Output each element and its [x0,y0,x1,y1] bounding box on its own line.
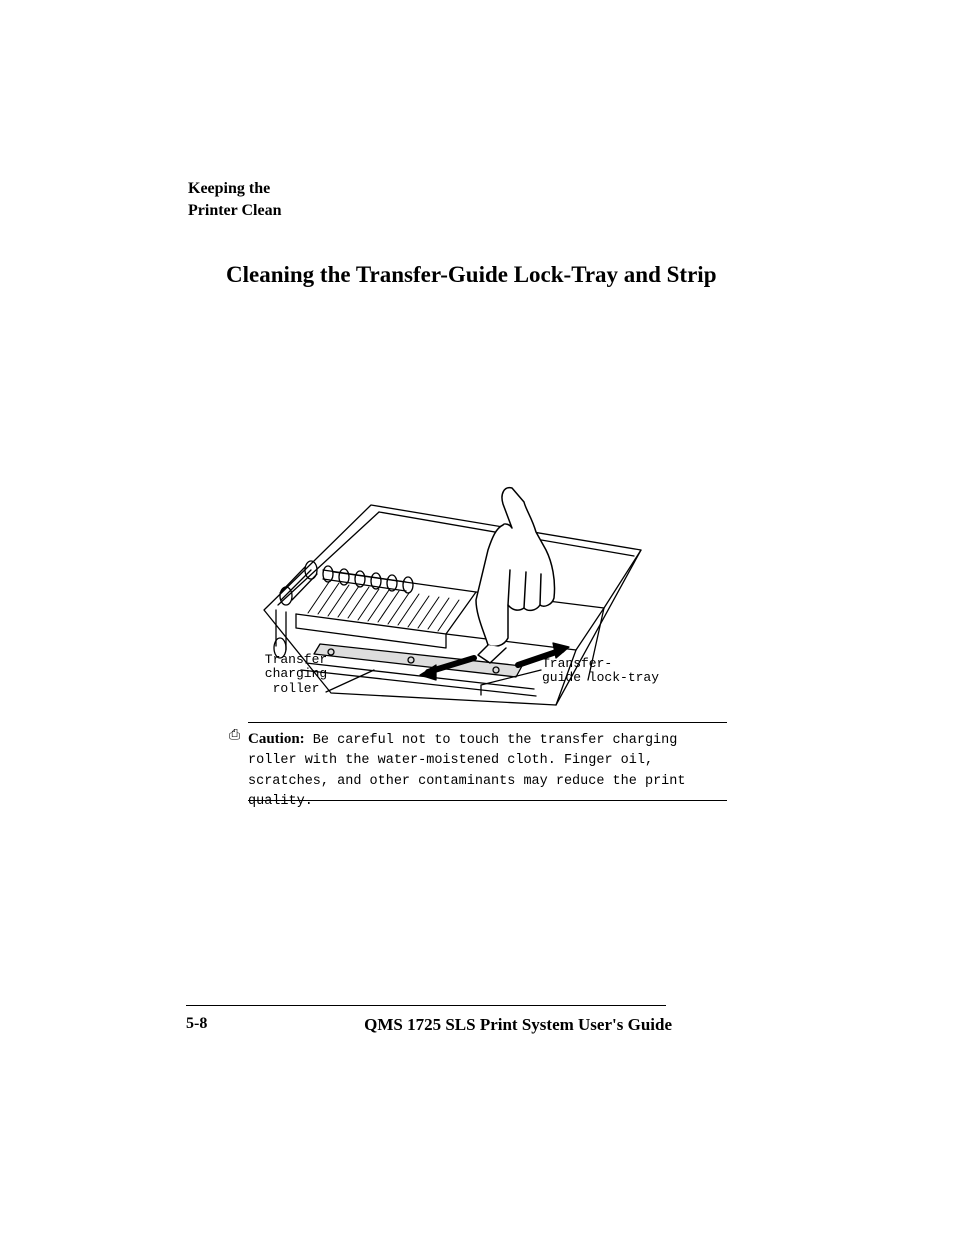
page: Keeping the Printer Clean Cleaning the T… [0,0,954,1235]
page-number: 5-8 [186,1015,207,1033]
caution-rule-bottom [248,800,727,801]
printer-diagram: Transfer charging roller Transfer- guide… [256,480,644,712]
caution-text: Be careful not to touch the transfer cha… [248,733,685,809]
caution-rule-top [248,722,727,723]
caution-label: Caution: [248,731,305,747]
running-header: Keeping the Printer Clean [188,178,388,221]
section-title: Cleaning the Transfer-Guide Lock-Tray an… [226,258,736,291]
figure-label-locktray: Transfer- guide lock-tray [542,657,652,686]
footer-rule [186,1005,666,1006]
caution-icon: ⎙ [229,728,240,744]
figure-label-roller: Transfer charging roller [261,653,331,696]
footer-title: QMS 1725 SLS Print System User's Guide [364,1015,672,1035]
